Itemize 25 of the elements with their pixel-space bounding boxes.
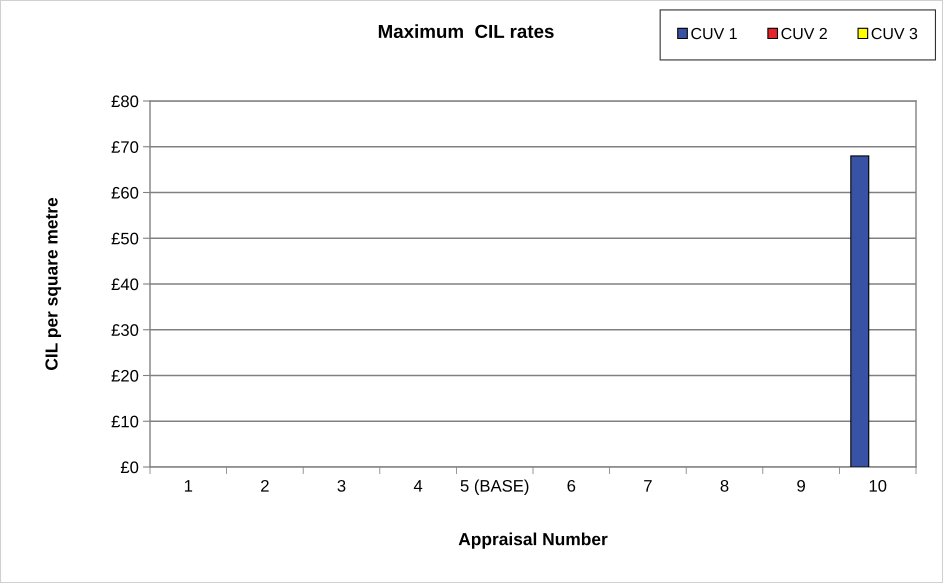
legend-label: CUV 2 (781, 28, 827, 40)
x-tick-label: 8 (720, 480, 728, 492)
y-tick-label: £70 (112, 141, 138, 153)
x-tick-label: 6 (568, 480, 576, 492)
x-tick-label: 4 (414, 480, 422, 492)
legend-label: CUV 1 (691, 28, 737, 40)
x-tick-label: 7 (644, 480, 652, 492)
legend-label: CUV 3 (872, 28, 918, 40)
y-tick-label: £80 (112, 95, 138, 108)
y-tick-label: £20 (112, 370, 138, 382)
x-tick-label: 10 (870, 480, 886, 492)
y-tick-label: £50 (112, 232, 138, 244)
y-tick-label: £30 (112, 324, 138, 336)
x-tick-label: 1 (184, 480, 192, 492)
x-tick-label: 5 (BASE) (460, 480, 528, 496)
y-axis-title: CIL per square metre (45, 198, 62, 370)
x-tick-label: 2 (261, 480, 269, 492)
x-tick-label: 9 (797, 480, 805, 492)
y-tick-label: £0 (120, 461, 138, 474)
x-axis-title: Appraisal Number (458, 532, 608, 549)
y-tick-label: £10 (112, 416, 138, 428)
chart-title: Maximum CIL rates (378, 24, 554, 38)
y-tick-label: £40 (112, 278, 138, 290)
y-tick-label: £60 (112, 186, 138, 199)
x-tick-label: 3 (338, 480, 346, 492)
